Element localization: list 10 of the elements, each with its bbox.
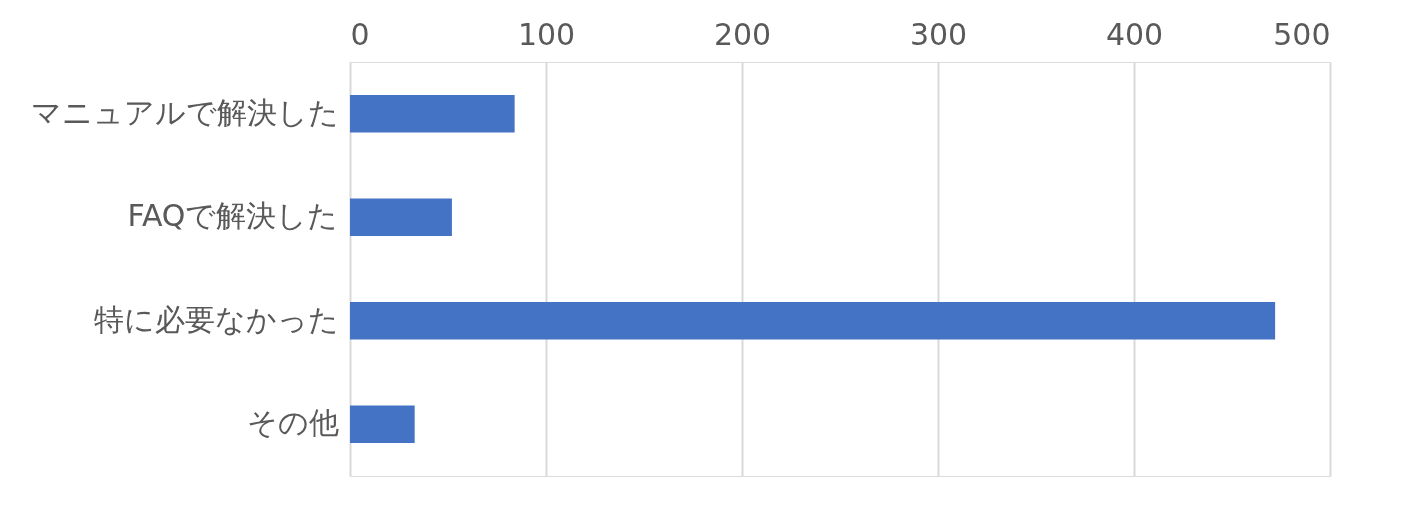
x-tick-label: 200 [713,16,772,52]
x-tick-label: 400 [1105,16,1164,52]
y-tick-label: マニュアルで解決した [30,94,339,130]
y-tick-label: その他 [246,405,339,441]
x-tick-label: 100 [517,16,576,52]
x-tick-label: 0 [350,16,370,52]
y-tick-label: FAQで解決した [127,198,339,234]
y-tick-label: 特に必要なかった [93,301,339,337]
x-tick-label: 500 [1273,16,1331,52]
x-tick-label: 300 [909,16,968,52]
